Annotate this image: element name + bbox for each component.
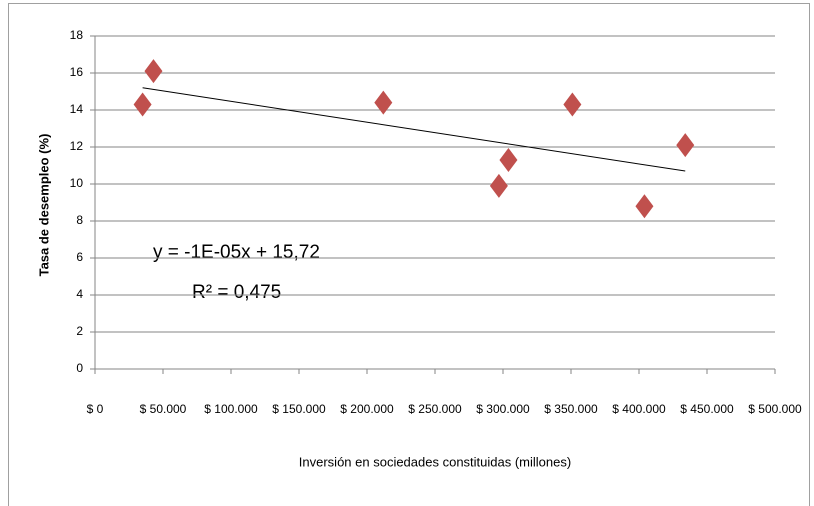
x-tick-label: $ 250.000 [408,402,462,416]
x-tick-label: $ 50.000 [140,402,187,416]
y-axis-title: Tasa de desempleo (%) [36,134,51,277]
y-tick-label: 2 [76,324,83,338]
y-tick-label: 0 [76,361,83,375]
x-tick-label: $ 0 [87,402,104,416]
x-tick-label: $ 400.000 [612,402,666,416]
y-tick-label: 14 [70,102,84,116]
y-tick-label: 6 [76,250,83,264]
chart-frame [8,3,810,506]
x-tick-label: $ 350.000 [544,402,598,416]
trend-equation: y = -1E-05x + 15,72 [153,242,320,263]
data-point [676,133,695,158]
x-tick-label: $ 100.000 [204,402,258,416]
y-tick-label: 10 [70,176,84,190]
data-point [133,92,152,117]
r-squared: R² = 0,475 [192,282,281,303]
y-tick-label: 18 [70,28,84,42]
y-tick-label: 12 [70,139,84,153]
data-point [499,147,518,172]
x-tick-label: $ 150.000 [272,402,326,416]
data-point [374,90,393,115]
x-tick-label: $ 450.000 [680,402,734,416]
x-tick-label: $ 200.000 [340,402,394,416]
x-tick-label: $ 500.000 [748,402,802,416]
data-point [635,194,654,219]
data-point [489,173,508,198]
y-tick-label: 4 [76,287,83,301]
x-axis-title: Inversión en sociedades constituidas (mi… [299,454,571,469]
x-tick-label: $ 300.000 [476,402,530,416]
data-point [563,92,582,117]
y-tick-label: 8 [76,213,83,227]
data-point [144,59,163,84]
trendline [142,87,686,172]
y-tick-label: 16 [70,65,84,79]
